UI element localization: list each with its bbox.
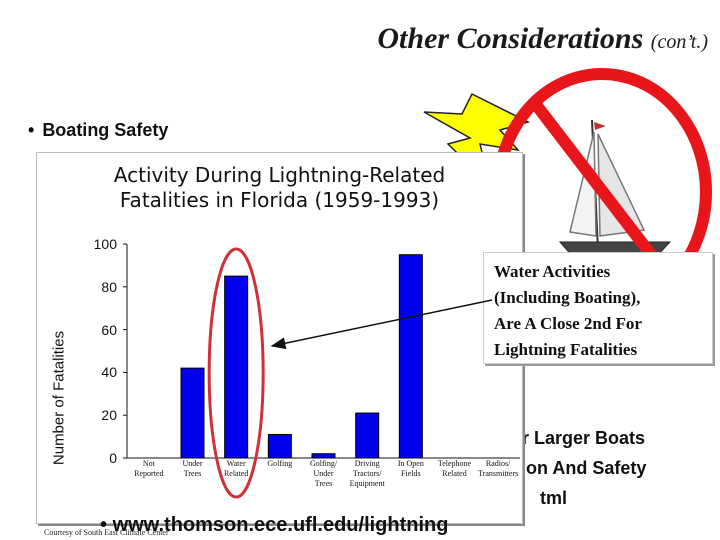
bullet-boating-safety: • Boating Safety	[28, 120, 168, 141]
x-tick-label-line: Radios/	[485, 459, 511, 468]
bar	[267, 433, 292, 459]
callout-line-2: (Including Boating),	[494, 288, 641, 307]
x-tick-label-line: In Open	[397, 459, 424, 468]
highlight-ellipse	[207, 247, 265, 499]
credit-text: Courtesy of South East Climate Center	[44, 528, 169, 537]
x-tick-label-line: Not	[142, 459, 155, 468]
x-tick-label-line: Golfing/	[309, 459, 338, 468]
y-tick-label: 40	[101, 364, 117, 381]
slide-title-suffix: (con’t.)	[650, 31, 708, 53]
partial-text-3: tml	[540, 488, 567, 508]
callout-line-3: Are A Close 2nd For	[494, 314, 642, 333]
x-tick-label-line: Reported	[134, 469, 164, 478]
x-tick-label: In Open Fields	[389, 459, 433, 479]
chart-title-line-1: Activity During Lightning-Related	[113, 163, 446, 187]
chart-title: Activity During Lightning-Related Fatali…	[37, 163, 522, 213]
x-tick-label: Golfing/Under Trees	[302, 459, 346, 489]
chart-title-line-2: Fatalities in Florida (1959-1993)	[119, 188, 440, 212]
y-tick-label: 60	[101, 321, 117, 338]
x-tick-label: Golfing	[258, 459, 302, 469]
x-tick-label-line: Golfing	[267, 459, 293, 468]
y-tick-label: 100	[93, 236, 117, 252]
x-tick-label: Radios/Transmitters	[476, 459, 520, 479]
bar	[224, 275, 249, 459]
bar	[180, 367, 205, 459]
x-tick-label: Water Related	[214, 459, 258, 479]
x-tick-label: Not Reported	[127, 459, 171, 479]
x-tick-label-line: Water	[226, 459, 246, 468]
x-tick-label-line: Telephone	[437, 459, 472, 468]
x-tick-label-line: Driving	[354, 459, 380, 468]
x-tick-label-line: Under	[182, 459, 203, 468]
x-tick-label: Telephone Related	[433, 459, 477, 479]
x-tick-label-line: Trees	[314, 479, 333, 488]
x-tick-label-line: Equipment	[349, 479, 385, 488]
x-tick-label: Under Trees	[171, 459, 215, 479]
slide-title-main: Other Considerations	[377, 22, 644, 55]
x-tick-label-line: Related	[223, 469, 249, 478]
y-tick-label: 20	[101, 407, 117, 424]
callout-line-1: Water Activities	[494, 262, 611, 281]
footer-link-text[interactable]: www.thomson.ece.ufl.edu/lightning	[112, 514, 449, 536]
footer-link[interactable]: • www.thomson.ece.ufl.edu/lightning	[100, 514, 448, 537]
slide-title: Other Considerations (con’t.)	[377, 22, 708, 56]
x-tick-label-line: Under	[313, 469, 334, 478]
bar	[398, 254, 423, 459]
partial-text-1: r Larger Boats	[522, 428, 646, 448]
footer-bullet: •	[100, 514, 113, 536]
y-tick-label: 0	[109, 450, 117, 466]
bullet-dot: •	[28, 120, 35, 140]
x-tick-label: Driving Tractors/Equipment	[345, 459, 389, 489]
partial-text-2: on And Safety	[526, 458, 647, 478]
bar	[355, 412, 380, 459]
callout-box: Water Activities (Including Boating), Ar…	[483, 252, 713, 364]
x-tick-label-line: Related	[442, 469, 467, 478]
x-tick-label-line: Trees	[183, 469, 202, 478]
callout-line-4: Lightning Fatalities	[494, 340, 638, 359]
x-tick-label-line: Fields	[401, 469, 421, 478]
x-tick-label-line: Transmitters	[478, 469, 519, 478]
fatalities-chart: Activity During Lightning-Related Fatali…	[36, 152, 523, 524]
x-tick-label-line: Tractors/	[352, 469, 382, 478]
bar	[311, 453, 336, 459]
y-tick-label: 80	[101, 278, 117, 295]
bullet-text: Boating Safety	[42, 120, 169, 140]
